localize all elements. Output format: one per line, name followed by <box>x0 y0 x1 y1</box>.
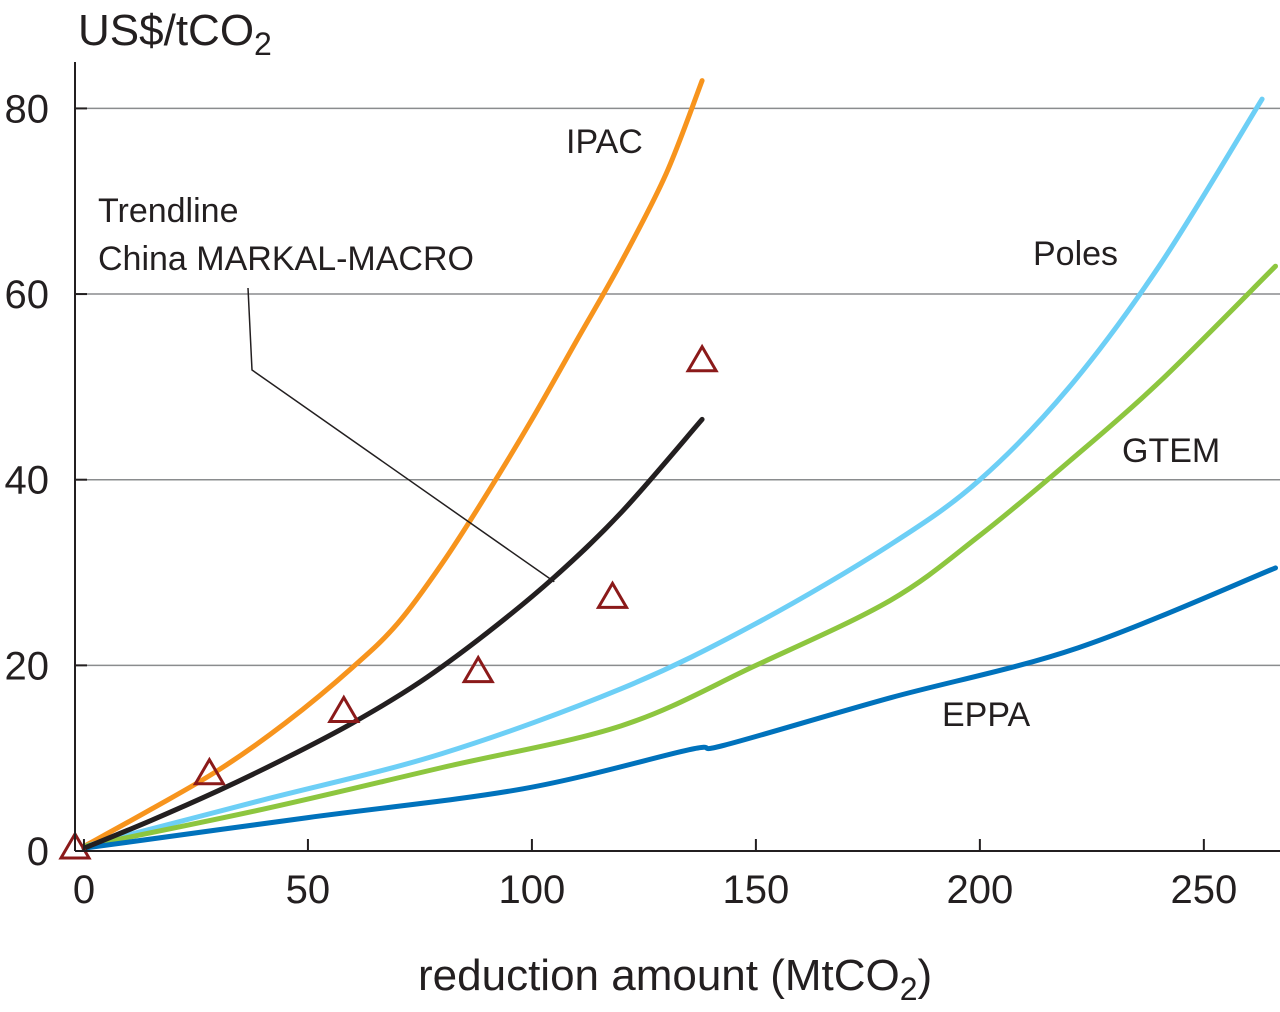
series-label-ipac: IPAC <box>566 123 643 161</box>
series-lines <box>81 78 1278 851</box>
x-tick-label-150: 150 <box>723 868 790 912</box>
y-axis-title-main: US$/tCO <box>78 6 254 55</box>
gridlines <box>75 107 1280 667</box>
data-markers <box>58 343 719 860</box>
y-axis-title: US$/tCO2 <box>78 6 272 62</box>
x-tick-label-50: 50 <box>286 868 331 912</box>
marker-triangle-5 <box>685 343 719 373</box>
marker-triangle-2 <box>327 694 361 723</box>
series-label-poles: Poles <box>1033 235 1118 273</box>
x-tick-label-100: 100 <box>499 868 566 912</box>
series-line-eppa <box>81 565 1278 851</box>
series-line-gtem <box>81 263 1278 849</box>
y-axis-title-sub: 2 <box>254 26 272 62</box>
marker-triangle-4 <box>595 580 630 609</box>
annotation-line-1: Trendline <box>98 192 238 230</box>
x-axis-title-sub: 2 <box>900 971 918 1007</box>
tick-labels: 0 50 100 150 200 250 0 20 40 60 80 <box>5 87 1238 912</box>
marker-triangle-1 <box>192 756 227 786</box>
axes <box>74 62 1280 852</box>
y-tick-label-60: 60 <box>5 273 50 317</box>
y-tick-label-40: 40 <box>5 459 50 503</box>
x-tick-label-0: 0 <box>73 868 95 912</box>
series-line-trendline <box>81 416 705 851</box>
x-tick-label-200: 200 <box>946 868 1013 912</box>
x-axis-title-tail: ) <box>918 951 933 1000</box>
series-label-gtem: GTEM <box>1122 432 1220 470</box>
annotation-leader-line <box>247 287 555 583</box>
marker-triangle-3 <box>461 654 495 684</box>
y-tick-label-20: 20 <box>5 644 50 688</box>
x-tick-label-250: 250 <box>1170 868 1237 912</box>
y-tick-label-0: 0 <box>27 830 49 874</box>
series-label-eppa: EPPA <box>942 696 1031 734</box>
series-line-poles <box>81 96 1265 849</box>
annotation-leader <box>247 287 555 583</box>
x-axis-title: reduction amount (MtCO2) <box>418 951 932 1007</box>
series-labels: IPAC Poles GTEM EPPA <box>566 123 1220 734</box>
marker-triangle-0 <box>58 831 92 860</box>
annotation-line-2: China MARKAL-MACRO <box>98 240 474 278</box>
x-axis-title-main: reduction amount (MtCO <box>418 951 900 1000</box>
y-tick-label-80: 80 <box>5 87 50 131</box>
series-line-ipac <box>81 78 705 849</box>
